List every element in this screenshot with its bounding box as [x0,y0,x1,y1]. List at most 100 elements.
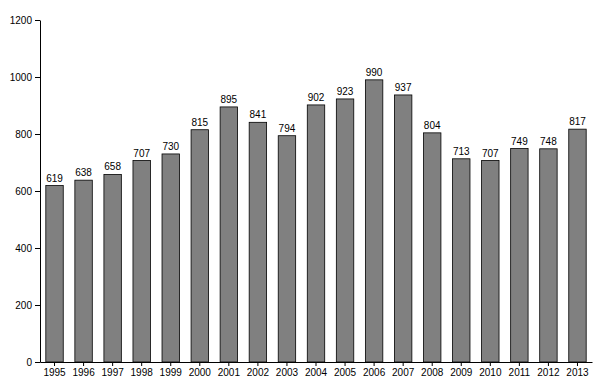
tick: 1996 [72,362,95,378]
tick: 1999 [160,362,183,378]
bar [482,161,499,362]
tick-label: 1997 [102,367,125,378]
bar [394,95,411,362]
tick-label: 2008 [421,367,444,378]
data-label: 619 [46,173,63,184]
tick: 2006 [363,362,386,378]
tick: 2004 [305,362,328,378]
bar [104,174,121,362]
bar [511,149,528,362]
tick-mark [199,362,200,366]
tick-label: 2010 [479,367,502,378]
tick-mark [54,362,55,366]
bar [423,133,440,362]
data-label: 937 [395,82,412,93]
tick-mark [461,362,462,366]
tick-mark [228,362,229,366]
tick: 2005 [334,362,357,378]
tick-mark [83,362,84,366]
tick: 2000 [189,362,212,378]
tick-mark [490,362,491,366]
tick: 1997 [102,362,125,378]
tick-mark [257,362,258,366]
data-label: 658 [104,161,121,172]
tick-label: 400 [15,243,32,254]
bar [162,154,179,362]
data-label: 748 [540,136,557,147]
bar [336,99,353,362]
tick-label: 1996 [72,367,95,378]
bar [220,107,237,362]
tick: 0 [26,357,40,368]
tick-label: 1998 [131,367,154,378]
tick-label: 1995 [43,367,66,378]
tick-mark [403,362,404,366]
tick-label: 2013 [566,367,589,378]
data-label: 902 [308,92,325,103]
tick-label: 2005 [334,367,357,378]
data-label: 707 [482,148,499,159]
tick-label: 0 [26,357,32,368]
tick: 2007 [392,362,415,378]
tick: 2009 [450,362,473,378]
bar [307,105,324,362]
data-label: 794 [279,123,296,134]
tick: 2008 [421,362,444,378]
data-label: 638 [75,167,92,178]
data-label: 749 [511,136,528,147]
tick-mark [35,362,40,363]
tick-mark [35,305,40,306]
data-label: 730 [162,141,179,152]
tick-label: 2001 [218,367,241,378]
bar [46,186,63,362]
tick-mark [35,191,40,192]
bar [278,136,295,362]
tick: 800 [15,129,40,140]
y-axis: 020040060080010001200 [10,15,41,368]
tick-mark [519,362,520,366]
tick: 1200 [10,15,40,26]
tick-mark [316,362,317,366]
bar [365,80,382,362]
x-axis: 1995199619971998199920002001200220032004… [41,362,593,378]
tick: 2003 [276,362,299,378]
tick: 2001 [218,362,241,378]
tick: 400 [15,243,40,254]
tick-mark [577,362,578,366]
tick-label: 2007 [392,367,415,378]
tick-label: 2006 [363,367,386,378]
tick-label: 800 [15,129,32,140]
tick: 2013 [566,362,589,378]
tick: 2012 [537,362,560,378]
tick-label: 1999 [160,367,183,378]
tick-label: 2011 [509,367,531,378]
axis-line [40,21,41,363]
tick-label: 200 [15,300,32,311]
data-label: 804 [424,120,441,131]
data-label: 841 [250,109,267,120]
tick-mark [112,362,113,366]
plot: 6196386587077308158958417949029239909378… [10,15,593,378]
data-label: 815 [191,117,208,128]
tick-mark [35,20,40,21]
tick-label: 2004 [305,367,328,378]
tick-mark [141,362,142,366]
tick-label: 2000 [189,367,212,378]
bar [75,180,92,362]
tick: 1000 [10,72,40,83]
bars [46,80,586,362]
tick-mark [548,362,549,366]
tick-label: 2009 [450,367,473,378]
bar [191,130,208,362]
tick-mark [286,362,287,366]
data-label: 713 [453,146,470,157]
data-labels: 6196386587077308158958417949029239909378… [46,67,586,184]
bar [133,161,150,362]
chart: 6196386587077308158958417949029239909378… [0,0,600,382]
tick-mark [35,248,40,249]
tick: 1995 [43,362,66,378]
bar [249,122,266,362]
tick-mark [374,362,375,366]
tick: 200 [15,300,40,311]
tick-mark [35,77,40,78]
